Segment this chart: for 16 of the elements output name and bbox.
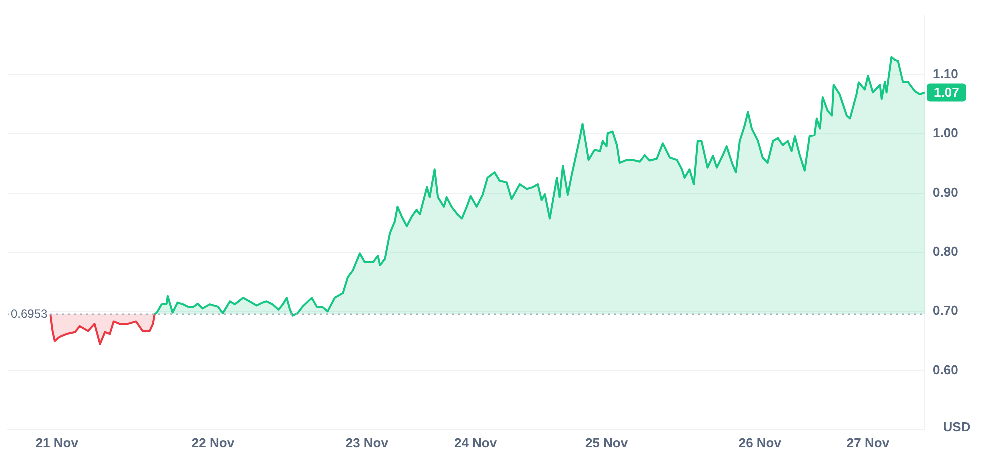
x-tick-label: 25 Nov [585,435,629,450]
x-tick-label: 21 Nov [36,435,80,450]
ref-line-label: 0.6953 [11,306,48,321]
x-tick-label: 26 Nov [738,435,782,450]
y-tick-label: 0.70 [933,303,958,318]
y-axis-title: USD [943,420,971,435]
x-tick-label: 27 Nov [846,435,890,450]
x-tick-label: 24 Nov [454,435,498,450]
y-tick-label: 0.60 [933,362,958,378]
y-tick-label: 1.10 [933,66,958,82]
annotation: 1.07 [934,84,960,100]
y-tick-label: 0.90 [933,184,958,200]
y-tick-label: 1.00 [933,126,958,141]
x-tick-label: 22 Nov [192,435,236,450]
x-tick-label: 23 Nov [346,435,390,450]
y-tick-label: 0.80 [933,244,958,260]
